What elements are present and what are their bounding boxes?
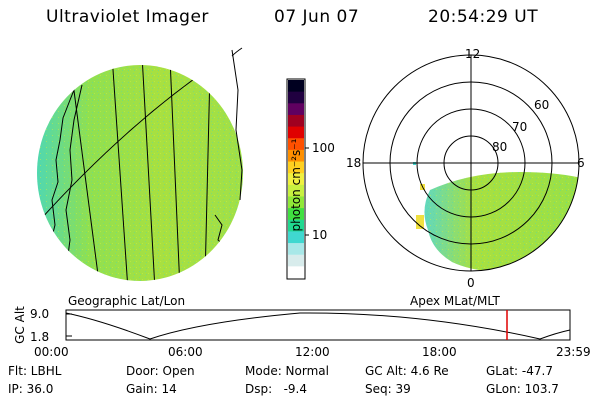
timeline-x-tick: 18:00 — [422, 345, 457, 359]
mlat-label-60: 60 — [534, 98, 550, 112]
right-panel-caption: Apex MLat/MLT — [410, 294, 500, 308]
mlt-label-6: 6 — [577, 156, 585, 170]
latitude-line — [39, 65, 241, 221]
timeline-x-tick: 06:00 — [168, 345, 203, 359]
colorbar-band — [288, 138, 304, 151]
altitude-timeline — [65, 309, 571, 341]
geographic-image — [37, 47, 243, 281]
meridian-line — [169, 65, 181, 281]
colorbar-band — [288, 184, 304, 197]
timeline-x-tick: 00:00 — [34, 345, 69, 359]
altitude-curve — [65, 312, 571, 340]
gc-alt-info: GC Alt: 4.6 Re — [365, 364, 449, 378]
seq-info: Seq: 39 — [365, 382, 411, 396]
colorbar-band — [288, 196, 304, 209]
mode-info: Mode: Normal — [245, 364, 329, 378]
left-panel-caption: Geographic Lat/Lon — [68, 294, 186, 308]
gain-info: Gain: 14 — [126, 382, 177, 396]
colorbar-band — [288, 266, 304, 279]
timeline-y-tick: 1.8 — [30, 330, 50, 344]
colorbar-band — [288, 208, 304, 221]
colorbar-band — [288, 149, 304, 163]
mlat-label-70: 70 — [512, 120, 528, 134]
coastline — [65, 84, 83, 271]
app-title: Ultraviolet Imager — [46, 7, 209, 27]
mlt-label-18: 18 — [346, 156, 362, 170]
colorbar-tick-label: 100 — [312, 141, 335, 155]
ip-info: IP: 36.0 — [8, 382, 54, 396]
colorbar-band — [288, 231, 304, 244]
polar-plot — [362, 54, 580, 272]
colorbar-band — [288, 126, 304, 139]
coastline-ext — [231, 49, 243, 201]
meridian-line — [69, 65, 101, 281]
timeline-axis-label: GC Alt — [13, 306, 27, 344]
colorbar-band — [288, 219, 304, 232]
timeline-x-tick: 12:00 — [295, 345, 330, 359]
glat-info: GLat: -47.7 — [486, 364, 553, 378]
timeline-x-tick: 23:59 — [556, 345, 591, 359]
dsp-info: Dsp: -9.4 — [245, 382, 308, 396]
glon-info: GLon: 103.7 — [486, 382, 559, 396]
colorbar — [286, 78, 306, 280]
colorbar-band — [288, 254, 304, 267]
aurora-spot — [416, 215, 424, 229]
door-info: Door: Open — [126, 364, 195, 378]
meridian-line — [204, 69, 211, 281]
colorbar-band — [288, 103, 304, 116]
meridian-line — [141, 65, 156, 281]
time-label: 20:54:29 UT — [428, 7, 539, 27]
colorbar-band — [288, 243, 304, 256]
colorbar-tick-label: 10 — [312, 228, 328, 242]
date-label: 07 Jun 07 — [274, 7, 360, 27]
colorbar-band — [288, 161, 304, 174]
mlat-label-80: 80 — [492, 140, 508, 154]
timeline-y-tick: 9.0 — [30, 307, 50, 321]
filter-info: Flt: LBHL — [8, 364, 62, 378]
meridian-line — [111, 65, 129, 281]
colorbar-unit-label: photon cm⁻²s⁻¹ — [289, 138, 303, 232]
mlt-label-12: 12 — [465, 47, 481, 61]
mlt-label-0: 0 — [467, 276, 475, 290]
colorbar-band — [288, 114, 304, 128]
colorbar-band — [288, 91, 304, 104]
latitude-line-ext — [231, 47, 243, 57]
colorbar-band — [288, 80, 304, 93]
colorbar-band — [288, 173, 304, 186]
